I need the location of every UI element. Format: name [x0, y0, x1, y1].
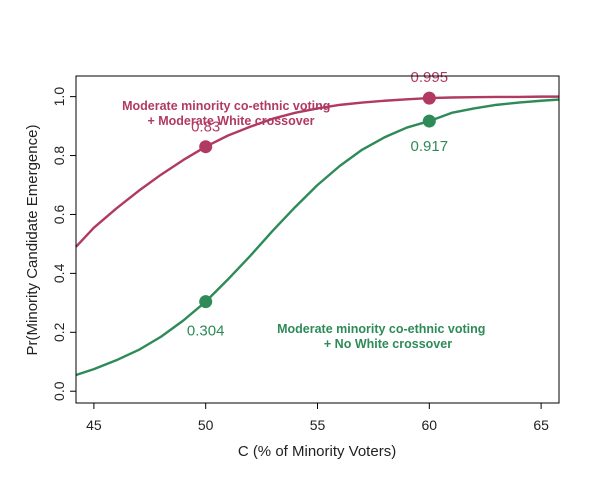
y-tick-label: 0.6: [51, 205, 67, 225]
series-2-annotation-line-2: + No White crossover: [324, 337, 452, 351]
series-1-annotation: Moderate minority co-ethnic voting + Mod…: [122, 99, 334, 128]
series-2-annotation: Moderate minority co-ethnic voting + No …: [277, 322, 489, 351]
series-1-point: [422, 91, 436, 105]
x-tick-label: 50: [198, 417, 214, 433]
series-2-point: [422, 114, 436, 128]
series-1-annotation-line-2: + Moderate White crossover: [147, 114, 314, 128]
series-2-point: [199, 295, 213, 309]
series-1-point-label: 0.995: [411, 69, 449, 86]
y-tick-label: 0.8: [51, 146, 67, 166]
series-2-point-label: 0.917: [411, 138, 449, 155]
x-tick-label: 55: [310, 417, 326, 433]
y-tick-label: 0.2: [51, 322, 67, 342]
series-2-point-label: 0.304: [187, 323, 225, 340]
y-tick-label: 0.0: [51, 381, 67, 401]
series-2-line: [75, 98, 560, 377]
series-1-point: [199, 140, 213, 154]
y-tick-label: 0.4: [51, 263, 67, 283]
series-1-point-label: 0.83: [191, 119, 220, 136]
x-tick-label: 60: [422, 417, 438, 433]
series-1-annotation-line-1: Moderate minority co-ethnic voting: [122, 99, 330, 113]
x-axis-title: C (% of Minority Voters): [238, 443, 396, 460]
x-tick-label: 45: [86, 417, 102, 433]
x-tick-label: 65: [533, 417, 549, 433]
series-2-annotation-line-1: Moderate minority co-ethnic voting: [277, 322, 485, 336]
series-1-line: [75, 95, 559, 248]
y-axis-title: Pr(Minority Candidate Emergence): [24, 125, 41, 356]
y-tick-label: 1.0: [51, 87, 67, 107]
